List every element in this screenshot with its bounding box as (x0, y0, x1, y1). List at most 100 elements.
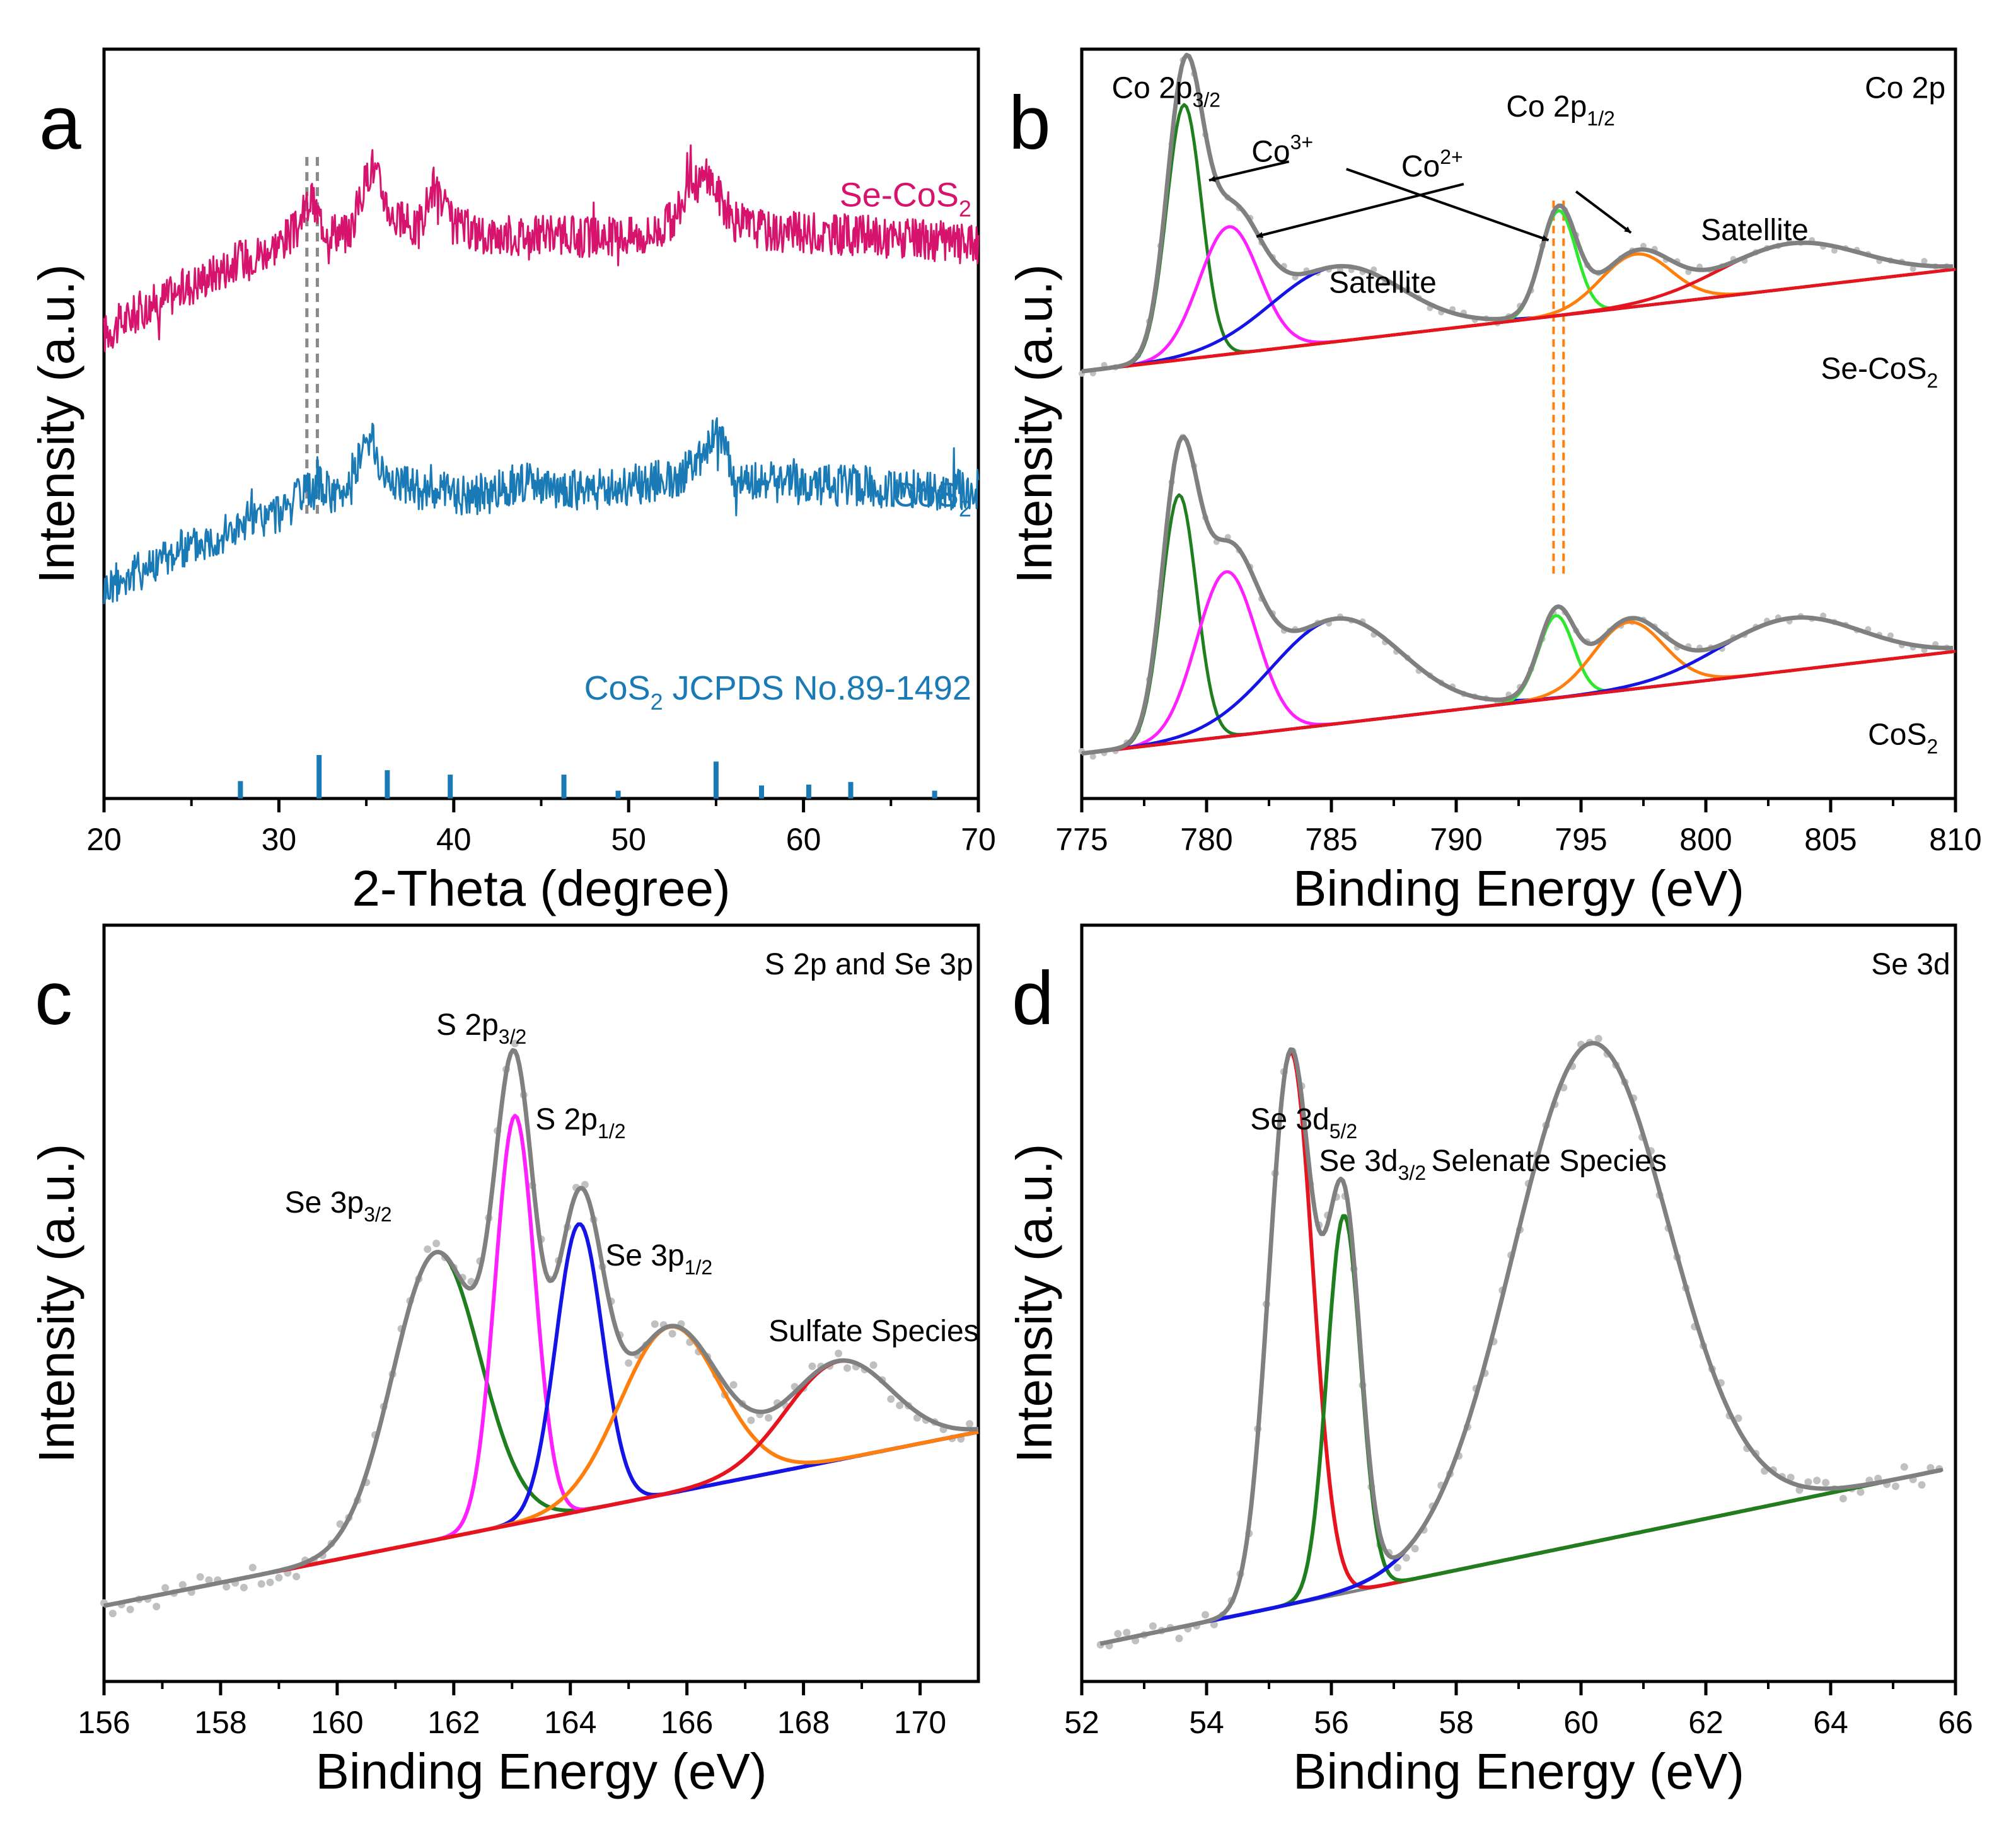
data-point (966, 1420, 974, 1428)
y-axis-label: Intensity (a.u.) (1006, 1144, 1062, 1463)
data-point (108, 1610, 117, 1618)
reference-label: CoS2 JCPDS No.89-1492 (584, 669, 971, 715)
series-line-CoS2 (103, 417, 980, 604)
data-point (1123, 1629, 1131, 1637)
inset-title: Co 2p (1865, 71, 1945, 105)
fit-envelope (1100, 1041, 1942, 1646)
data-point (257, 1580, 265, 1588)
plot-frame-d (1080, 923, 1957, 1683)
data-point (869, 1361, 878, 1369)
x-tick-label: 780 (1180, 822, 1232, 857)
baseline-line (1081, 650, 1956, 756)
data-point (153, 1603, 161, 1611)
annotation-se-3p: Se 3p3/2 (285, 1186, 392, 1226)
data-point (896, 1402, 904, 1409)
data-point (1892, 1482, 1899, 1490)
x-tick-label: 60 (786, 822, 821, 857)
data-point (808, 1362, 816, 1370)
annotation-arrow (1256, 183, 1464, 238)
annotation-arrow (1208, 160, 1290, 182)
data-point (1210, 1620, 1218, 1629)
fit-envelope (103, 1048, 979, 1608)
data-point (887, 1395, 895, 1403)
data-point (1202, 1611, 1209, 1619)
annotation-arrow (1346, 168, 1550, 242)
x-tick-label: 775 (1055, 822, 1108, 857)
x-tick-label: 168 (777, 1705, 830, 1740)
panel-letter-c: c (35, 956, 72, 1041)
panel-b: 775 780 785 790 795 800 805 810 Binding Energy (… (1006, 47, 1982, 916)
inset-title: S 2p and Se 3p (765, 948, 973, 981)
x-tick-label: 795 (1555, 822, 1607, 857)
annotation-se-3p: Se 3p1/2 (605, 1239, 712, 1279)
data-point (668, 1330, 676, 1338)
data-point (765, 1414, 773, 1422)
data-point (1918, 1481, 1926, 1489)
data-point (1402, 1554, 1410, 1562)
data-point (511, 1039, 519, 1047)
x-axis-label: 2-Theta (degree) (352, 860, 730, 916)
x-tick-label: 56 (1314, 1705, 1349, 1740)
data-point (1149, 1622, 1157, 1630)
y-axis-label: Intensity (a.u.) (1006, 264, 1062, 584)
x-tick-label: 785 (1305, 822, 1357, 857)
x-tick-label: 30 (262, 822, 297, 857)
data-point (1921, 258, 1928, 265)
x-tick-label: 158 (194, 1705, 246, 1740)
x-tick-label: 166 (661, 1705, 713, 1740)
data-point (196, 1573, 204, 1581)
annotation-satellite: Satellite (1701, 214, 1809, 247)
fit-peak-Se 3p3/2 (103, 1250, 979, 1608)
data-point (205, 1576, 213, 1584)
x-tick-label: 790 (1430, 822, 1482, 857)
x-tick-label: 70 (961, 822, 996, 857)
x-tick-label: 64 (1813, 1705, 1848, 1740)
data-point (1900, 1463, 1908, 1471)
data-point (1831, 247, 1838, 254)
data-point (424, 1245, 432, 1254)
panel-letter-b: b (1009, 81, 1051, 165)
fit-peak-S 2p1/2 (103, 1222, 979, 1608)
data-point (1175, 1634, 1183, 1642)
data-point (248, 1564, 257, 1572)
x-tick-label: 62 (1688, 1705, 1723, 1740)
data-point (266, 1578, 274, 1586)
data-point (835, 1349, 843, 1358)
x-tick-label: 52 (1064, 1705, 1099, 1740)
data-point (747, 1416, 755, 1424)
fit-peak-Selenate Species (1100, 1041, 1942, 1646)
data-point (729, 1381, 738, 1389)
x-tick-label: 810 (1929, 822, 1981, 857)
annotation-s-2p: S 2p3/2 (436, 1008, 526, 1048)
series-label-Se-CoS2: Se-CoS2 (840, 176, 971, 222)
series-line-Se-CoS2 (103, 144, 980, 352)
data-point (1787, 1473, 1795, 1482)
x-axis-label: Binding Energy (eV) (1293, 860, 1744, 916)
data-point (625, 1359, 633, 1367)
x-tick-label: 40 (436, 822, 472, 857)
x-tick-label: 50 (611, 822, 646, 857)
annotation-selenate-species: Selenate Species (1431, 1145, 1667, 1178)
x-tick-label: 58 (1439, 1705, 1474, 1740)
data-point (1089, 753, 1096, 760)
panel-c: 156 158 160 162 164 166 168 170 Binding Energy (… (28, 923, 980, 1799)
data-point (1734, 1414, 1742, 1422)
fit-peak-Co3+ 2p1/2 (1081, 614, 1954, 756)
data-point (161, 1584, 170, 1592)
spectrum-label-CoS2: CoS2 (1868, 718, 1938, 758)
data-point (843, 1364, 851, 1372)
fit-envelope (1081, 52, 1954, 374)
annotation-sulfate-species: Sulfate Species (768, 1315, 979, 1348)
panel-letter-d: d (1012, 956, 1054, 1041)
x-tick-label: 20 (86, 822, 122, 857)
x-tick-label: 156 (78, 1705, 130, 1740)
y-axis-label: Intensity (a.u.) (28, 1144, 84, 1463)
data-point (178, 1581, 187, 1589)
data-point (1393, 1564, 1401, 1572)
fit-peak-Co2+ 2p3/2 (1081, 570, 1954, 756)
data-point (1411, 1545, 1419, 1553)
data-point (336, 1520, 344, 1528)
data-point (293, 1572, 301, 1581)
fit-peak-Co3+ 2p3/2 (1081, 103, 1954, 373)
x-axis-label: Binding Energy (eV) (1293, 1743, 1744, 1799)
